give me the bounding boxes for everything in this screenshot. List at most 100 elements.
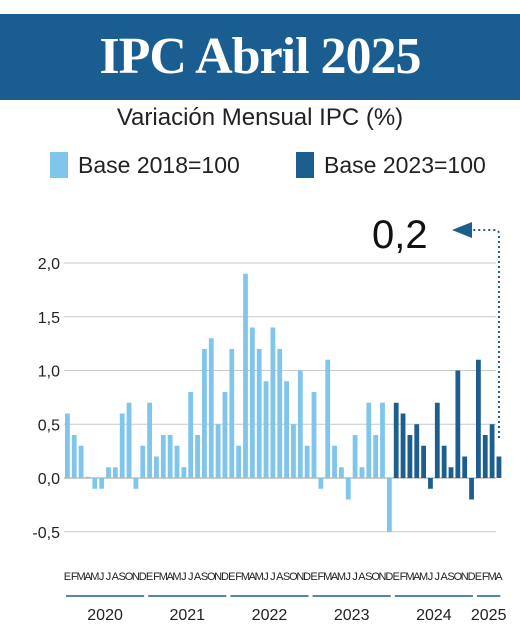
x-month-label: A bbox=[440, 571, 448, 583]
y-tick-label: 1,5 bbox=[38, 310, 60, 327]
y-tick-label: 2,0 bbox=[38, 256, 60, 273]
x-month-label: F bbox=[482, 571, 489, 583]
bar-base-2018 bbox=[256, 349, 262, 478]
bar-base-2018 bbox=[291, 424, 296, 478]
x-month-label: M bbox=[77, 571, 86, 583]
x-month-label: M bbox=[337, 571, 346, 583]
bar-base-2018 bbox=[92, 478, 98, 489]
legend-swatch-base-2023 bbox=[296, 152, 314, 178]
bar-base-2018 bbox=[386, 478, 392, 532]
x-month-label: N bbox=[296, 571, 304, 583]
bar-base-2023 bbox=[407, 435, 413, 478]
x-month-label: A bbox=[194, 571, 202, 583]
bar-base-2018 bbox=[270, 327, 276, 478]
bar-base-2018 bbox=[71, 435, 77, 478]
bar-base-2018 bbox=[85, 476, 91, 478]
x-month-label: E bbox=[393, 571, 400, 583]
x-month-label: M bbox=[405, 571, 414, 583]
legend-item-base-2023: Base 2023=100 bbox=[296, 150, 486, 180]
bar-base-2018 bbox=[160, 435, 166, 478]
x-month-label: A bbox=[331, 571, 339, 583]
title-banner: IPC Abril 2025 bbox=[0, 14, 520, 100]
bar-base-2018 bbox=[133, 478, 139, 489]
legend-item-base-2018: Base 2018=100 bbox=[50, 150, 240, 180]
bar-base-2018 bbox=[359, 467, 365, 478]
bar-base-2018 bbox=[106, 467, 111, 478]
x-month-label: N bbox=[132, 571, 140, 583]
x-month-label: F bbox=[153, 571, 160, 583]
bar-base-2018 bbox=[99, 478, 105, 489]
x-month-label: D bbox=[221, 571, 229, 583]
x-month-label: M bbox=[419, 571, 428, 583]
x-month-label: D bbox=[139, 571, 147, 583]
x-month-label: A bbox=[249, 571, 257, 583]
bar-base-2018 bbox=[263, 381, 269, 478]
x-month-label: D bbox=[468, 571, 476, 583]
x-month-label: O bbox=[454, 571, 463, 583]
x-month-label: N bbox=[379, 571, 387, 583]
year-label: 2020 bbox=[87, 607, 123, 624]
year-label: 2024 bbox=[416, 607, 452, 624]
bar-base-2023 bbox=[428, 478, 433, 489]
x-month-label: M bbox=[159, 571, 168, 583]
x-month-label: M bbox=[241, 571, 250, 583]
bar-base-2018 bbox=[284, 381, 289, 478]
bar-base-2018 bbox=[181, 467, 187, 478]
x-month-label: D bbox=[385, 571, 393, 583]
x-month-label: M bbox=[255, 571, 264, 583]
bar-base-2018 bbox=[215, 424, 221, 478]
x-month-label: A bbox=[84, 571, 92, 583]
x-month-label: S bbox=[201, 571, 208, 583]
bar-base-2018 bbox=[352, 435, 358, 478]
bar-base-2018 bbox=[188, 392, 194, 478]
bar-base-2018 bbox=[297, 370, 303, 478]
x-month-label: F bbox=[71, 571, 78, 583]
x-month-label: M bbox=[488, 571, 497, 583]
bar-base-2018 bbox=[243, 273, 248, 478]
year-label: 2023 bbox=[334, 607, 370, 624]
bar-base-2023 bbox=[482, 435, 488, 478]
annotation-value: 0,2 bbox=[372, 213, 428, 257]
x-month-label: J bbox=[270, 571, 276, 583]
bar-base-2018 bbox=[167, 435, 173, 478]
bar-base-2018 bbox=[345, 478, 351, 500]
bar-base-2018 bbox=[236, 445, 242, 478]
x-month-label: J bbox=[346, 571, 352, 583]
bar-base-2018 bbox=[154, 456, 159, 478]
chart-title: Variación Mensual IPC (%) bbox=[116, 104, 404, 131]
bar-base-2018 bbox=[339, 467, 344, 478]
bar-base-2018 bbox=[65, 413, 70, 478]
bar-base-2023 bbox=[462, 456, 468, 478]
x-month-label: M bbox=[323, 571, 332, 583]
annotation-leader-line bbox=[470, 229, 500, 438]
x-month-label: M bbox=[90, 571, 99, 583]
x-month-label: O bbox=[207, 571, 216, 583]
x-month-label: N bbox=[214, 571, 222, 583]
bar-base-2018 bbox=[174, 445, 180, 478]
x-month-label: N bbox=[461, 571, 469, 583]
bar-base-2023 bbox=[434, 402, 440, 478]
annotation-arrowhead bbox=[452, 222, 472, 238]
x-month-label: E bbox=[64, 571, 71, 583]
x-month-label: E bbox=[228, 571, 235, 583]
bar-base-2018 bbox=[140, 445, 146, 478]
x-month-label: E bbox=[475, 571, 482, 583]
legend-swatch-base-2018 bbox=[50, 152, 68, 178]
x-month-label: E bbox=[310, 571, 317, 583]
x-month-label: O bbox=[289, 571, 298, 583]
x-month-label: J bbox=[435, 571, 441, 583]
bar-base-2018 bbox=[222, 392, 228, 478]
x-month-label: A bbox=[495, 571, 503, 583]
bar-base-2018 bbox=[304, 445, 310, 478]
x-month-label: O bbox=[371, 571, 380, 583]
bar-base-2018 bbox=[147, 402, 152, 478]
x-month-label: J bbox=[263, 571, 269, 583]
bar-base-2023 bbox=[393, 402, 399, 478]
bar-base-2023 bbox=[476, 359, 481, 478]
x-month-label: A bbox=[358, 571, 366, 583]
bar-base-2023 bbox=[400, 413, 406, 478]
bar-base-2018 bbox=[366, 402, 372, 478]
bar-base-2018 bbox=[112, 467, 118, 478]
bar-base-2023 bbox=[421, 445, 426, 478]
